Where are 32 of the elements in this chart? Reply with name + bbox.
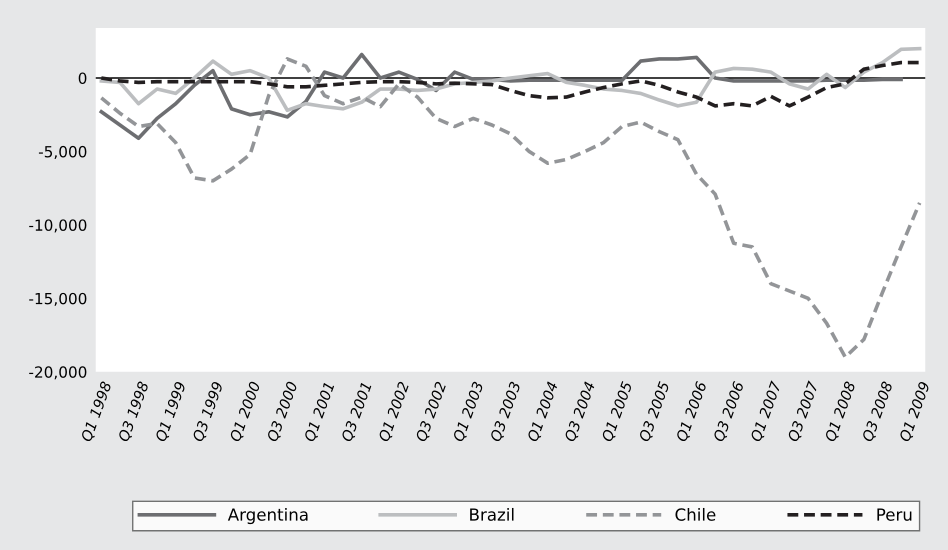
x-tick-label: Q1 2003 bbox=[452, 381, 486, 443]
x-tick-label: Q1 2002 bbox=[378, 381, 411, 443]
x-tick-label: Q3 1999 bbox=[192, 381, 225, 443]
x-tick-label: Q3 2002 bbox=[415, 381, 448, 443]
y-tick-label: -10,000 bbox=[29, 219, 86, 232]
x-tick-label: Q1 2005 bbox=[601, 380, 634, 443]
legend-label: Chile bbox=[675, 508, 716, 521]
x-tick-label: Q3 2005 bbox=[638, 380, 672, 443]
x-tick-label: Q1 2004 bbox=[526, 381, 560, 443]
y-tick-label: -20,000 bbox=[29, 366, 86, 380]
x-tick-label: Q1 2008 bbox=[824, 380, 858, 443]
x-tick-label: Q3 2001 bbox=[340, 382, 374, 443]
y-tick-label: 0 bbox=[78, 72, 86, 84]
legend-label: Argentina bbox=[228, 508, 308, 524]
x-tick-label: Q3 2008 bbox=[862, 380, 894, 443]
legend-label: Peru bbox=[877, 508, 912, 521]
x-tick-label: Q1 1998 bbox=[80, 380, 114, 443]
x-tick-label: Q1 2009 bbox=[898, 381, 932, 443]
x-tick-label: Q1 2007 bbox=[750, 380, 784, 443]
x-tick-label: Q3 2007 bbox=[787, 380, 820, 443]
x-tick-label: Q3 2006 bbox=[712, 380, 746, 443]
x-tick-label: Q3 1998 bbox=[118, 380, 150, 443]
legend-label: Brazil bbox=[470, 508, 514, 521]
x-tick-label: Q1 2006 bbox=[676, 380, 708, 443]
y-tick-label: -15,000 bbox=[29, 292, 86, 306]
x-tick-label: Q1 2000 bbox=[229, 380, 262, 443]
x-tick-label: Q1 2001 bbox=[304, 382, 336, 443]
x-tick-label: Q3 2000 bbox=[266, 380, 300, 443]
x-tick-label: Q3 2004 bbox=[564, 381, 597, 443]
x-tick-label: Q1 1999 bbox=[154, 381, 188, 443]
y-tick-label: -5,000 bbox=[38, 146, 86, 160]
x-tick-label: Q3 2003 bbox=[490, 381, 522, 443]
